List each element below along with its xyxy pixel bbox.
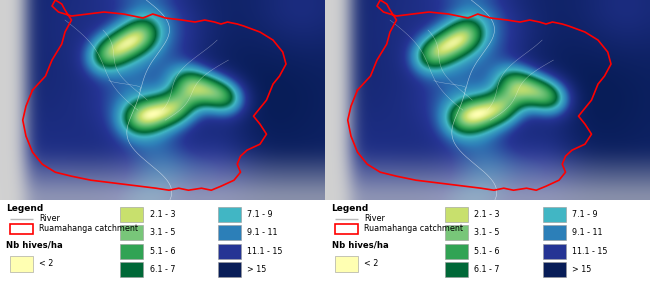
Text: 9.1 - 11: 9.1 - 11 <box>572 228 603 237</box>
Text: 6.1 - 7: 6.1 - 7 <box>474 265 500 274</box>
Bar <box>445 244 468 259</box>
Text: 2.1 - 3: 2.1 - 3 <box>474 210 500 219</box>
Text: Legend: Legend <box>6 204 44 212</box>
Text: River: River <box>364 214 385 223</box>
Text: Ruamahanga catchment: Ruamahanga catchment <box>364 224 463 233</box>
Text: 2.1 - 3: 2.1 - 3 <box>150 210 175 219</box>
Bar <box>120 225 143 241</box>
Text: River: River <box>39 214 60 223</box>
Text: 11.1 - 15: 11.1 - 15 <box>572 247 608 256</box>
Text: 7.1 - 9: 7.1 - 9 <box>247 210 272 219</box>
Text: < 2: < 2 <box>39 259 53 268</box>
Bar <box>218 244 240 259</box>
Text: 11.1 - 15: 11.1 - 15 <box>247 247 283 256</box>
Text: 5.1 - 6: 5.1 - 6 <box>150 247 175 256</box>
Bar <box>335 256 358 272</box>
Text: Legend: Legend <box>332 204 369 212</box>
Text: < 2: < 2 <box>364 259 378 268</box>
Bar <box>445 262 468 277</box>
Bar <box>218 207 240 222</box>
Text: 7.1 - 9: 7.1 - 9 <box>572 210 597 219</box>
Text: 5.1 - 6: 5.1 - 6 <box>474 247 500 256</box>
Bar <box>445 225 468 241</box>
Text: > 15: > 15 <box>572 265 592 274</box>
Bar <box>10 256 32 272</box>
Bar <box>543 262 566 277</box>
Text: 3.1 - 5: 3.1 - 5 <box>474 228 500 237</box>
Bar <box>120 207 143 222</box>
Text: > 15: > 15 <box>247 265 266 274</box>
Bar <box>543 225 566 241</box>
Bar <box>218 225 240 241</box>
Bar <box>218 262 240 277</box>
Text: Nb hives/ha: Nb hives/ha <box>332 241 388 249</box>
Bar <box>120 244 143 259</box>
Bar <box>10 224 32 234</box>
Text: 3.1 - 5: 3.1 - 5 <box>150 228 175 237</box>
Bar <box>335 224 358 234</box>
Text: Nb hives/ha: Nb hives/ha <box>6 241 63 249</box>
Bar <box>120 262 143 277</box>
Bar <box>543 207 566 222</box>
Text: 6.1 - 7: 6.1 - 7 <box>150 265 175 274</box>
Bar <box>543 244 566 259</box>
Text: 9.1 - 11: 9.1 - 11 <box>247 228 278 237</box>
Text: Ruamahanga catchment: Ruamahanga catchment <box>39 224 138 233</box>
Bar <box>445 207 468 222</box>
